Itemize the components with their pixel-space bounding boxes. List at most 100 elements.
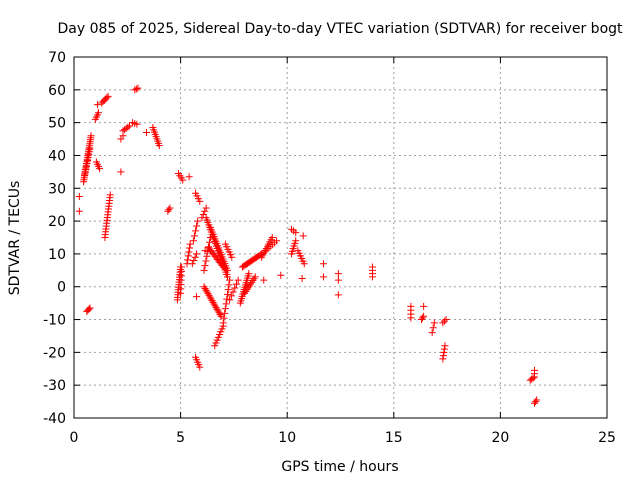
data-point bbox=[428, 329, 436, 337]
data-point bbox=[229, 288, 237, 296]
data-point bbox=[234, 276, 242, 284]
data-point bbox=[531, 366, 539, 374]
data-point bbox=[228, 253, 236, 261]
data-points bbox=[75, 84, 541, 407]
data-point bbox=[134, 84, 142, 92]
data-point bbox=[248, 278, 256, 286]
data-point bbox=[245, 282, 253, 290]
data-point bbox=[419, 314, 427, 322]
data-point bbox=[334, 291, 342, 299]
data-point bbox=[245, 270, 253, 278]
data-point bbox=[219, 319, 227, 327]
data-point bbox=[202, 257, 210, 265]
data-point bbox=[196, 363, 204, 371]
data-point bbox=[319, 260, 327, 268]
data-point bbox=[84, 157, 92, 165]
data-point bbox=[192, 227, 200, 235]
data-point bbox=[201, 207, 209, 215]
y-tick-label: 30 bbox=[48, 181, 66, 197]
data-point bbox=[334, 270, 342, 278]
data-point bbox=[529, 374, 537, 382]
data-point bbox=[420, 302, 428, 310]
data-point bbox=[124, 123, 132, 131]
data-point bbox=[84, 154, 92, 162]
data-point bbox=[250, 275, 258, 283]
data-point bbox=[87, 132, 95, 140]
y-tick-label: -20 bbox=[43, 345, 66, 361]
data-point bbox=[166, 204, 174, 212]
y-tick-label: -40 bbox=[43, 411, 66, 427]
data-point bbox=[231, 284, 239, 292]
data-point bbox=[81, 171, 89, 179]
data-point bbox=[95, 109, 103, 117]
y-tick-label: 10 bbox=[48, 247, 66, 263]
data-point bbox=[292, 229, 300, 237]
data-point bbox=[533, 396, 541, 404]
x-tick-label: 15 bbox=[385, 430, 403, 446]
data-point bbox=[193, 222, 201, 230]
data-point bbox=[232, 280, 240, 288]
data-point bbox=[200, 266, 208, 274]
data-point bbox=[223, 295, 231, 303]
data-point bbox=[190, 256, 198, 264]
data-point bbox=[103, 94, 111, 102]
data-point bbox=[117, 168, 125, 176]
y-axis-ticks: -40 -30 -20 -10 0 10 20 30 40 50 60 70 bbox=[43, 50, 607, 427]
data-point bbox=[189, 237, 197, 245]
x-tick-label: 25 bbox=[598, 430, 616, 446]
data-point bbox=[82, 162, 90, 170]
data-point bbox=[246, 280, 254, 288]
data-point bbox=[221, 309, 229, 317]
data-point bbox=[206, 238, 214, 246]
data-point bbox=[249, 277, 257, 285]
data-point bbox=[260, 276, 268, 284]
y-tick-label: 70 bbox=[48, 50, 66, 66]
chart-title: Day 085 of 2025, Sidereal Day-to-day VTE… bbox=[57, 21, 623, 37]
y-tick-label: 60 bbox=[48, 83, 66, 99]
data-point bbox=[251, 273, 259, 281]
data-point bbox=[429, 324, 437, 332]
data-point bbox=[131, 86, 139, 94]
plot-frame bbox=[73, 56, 608, 419]
data-point bbox=[441, 342, 449, 350]
data-point bbox=[185, 248, 193, 256]
data-point bbox=[142, 128, 150, 136]
data-point bbox=[188, 260, 196, 268]
data-point bbox=[420, 312, 428, 320]
data-point bbox=[299, 232, 307, 240]
data-point bbox=[241, 289, 249, 297]
data-point bbox=[224, 286, 232, 294]
data-point bbox=[218, 262, 226, 270]
y-tick-label: 40 bbox=[48, 148, 66, 164]
grid-lines bbox=[74, 57, 607, 418]
data-point bbox=[224, 290, 232, 298]
data-point bbox=[439, 319, 447, 327]
y-tick-label: 0 bbox=[57, 280, 66, 296]
data-point bbox=[368, 263, 376, 271]
data-point bbox=[96, 165, 104, 173]
data-point bbox=[194, 217, 202, 225]
data-point bbox=[532, 398, 540, 406]
data-point bbox=[83, 159, 91, 167]
x-tick-label: 0 bbox=[70, 430, 79, 446]
data-point bbox=[219, 263, 227, 271]
data-point bbox=[81, 168, 89, 176]
y-tick-label: -30 bbox=[43, 378, 66, 394]
data-point bbox=[440, 348, 448, 356]
data-point bbox=[201, 262, 209, 270]
data-point bbox=[221, 305, 229, 313]
data-point bbox=[178, 263, 186, 271]
data-point bbox=[85, 148, 93, 156]
data-point bbox=[222, 300, 230, 308]
data-point bbox=[224, 266, 232, 274]
data-point bbox=[225, 281, 233, 289]
x-tick-label: 5 bbox=[176, 430, 185, 446]
data-point bbox=[226, 296, 234, 304]
y-tick-label: -10 bbox=[43, 313, 66, 329]
data-point bbox=[439, 355, 447, 363]
data-point bbox=[75, 192, 83, 200]
data-point bbox=[430, 319, 438, 327]
y-axis-label: SDTVAR / TECUs bbox=[7, 181, 23, 296]
data-point bbox=[442, 316, 450, 324]
